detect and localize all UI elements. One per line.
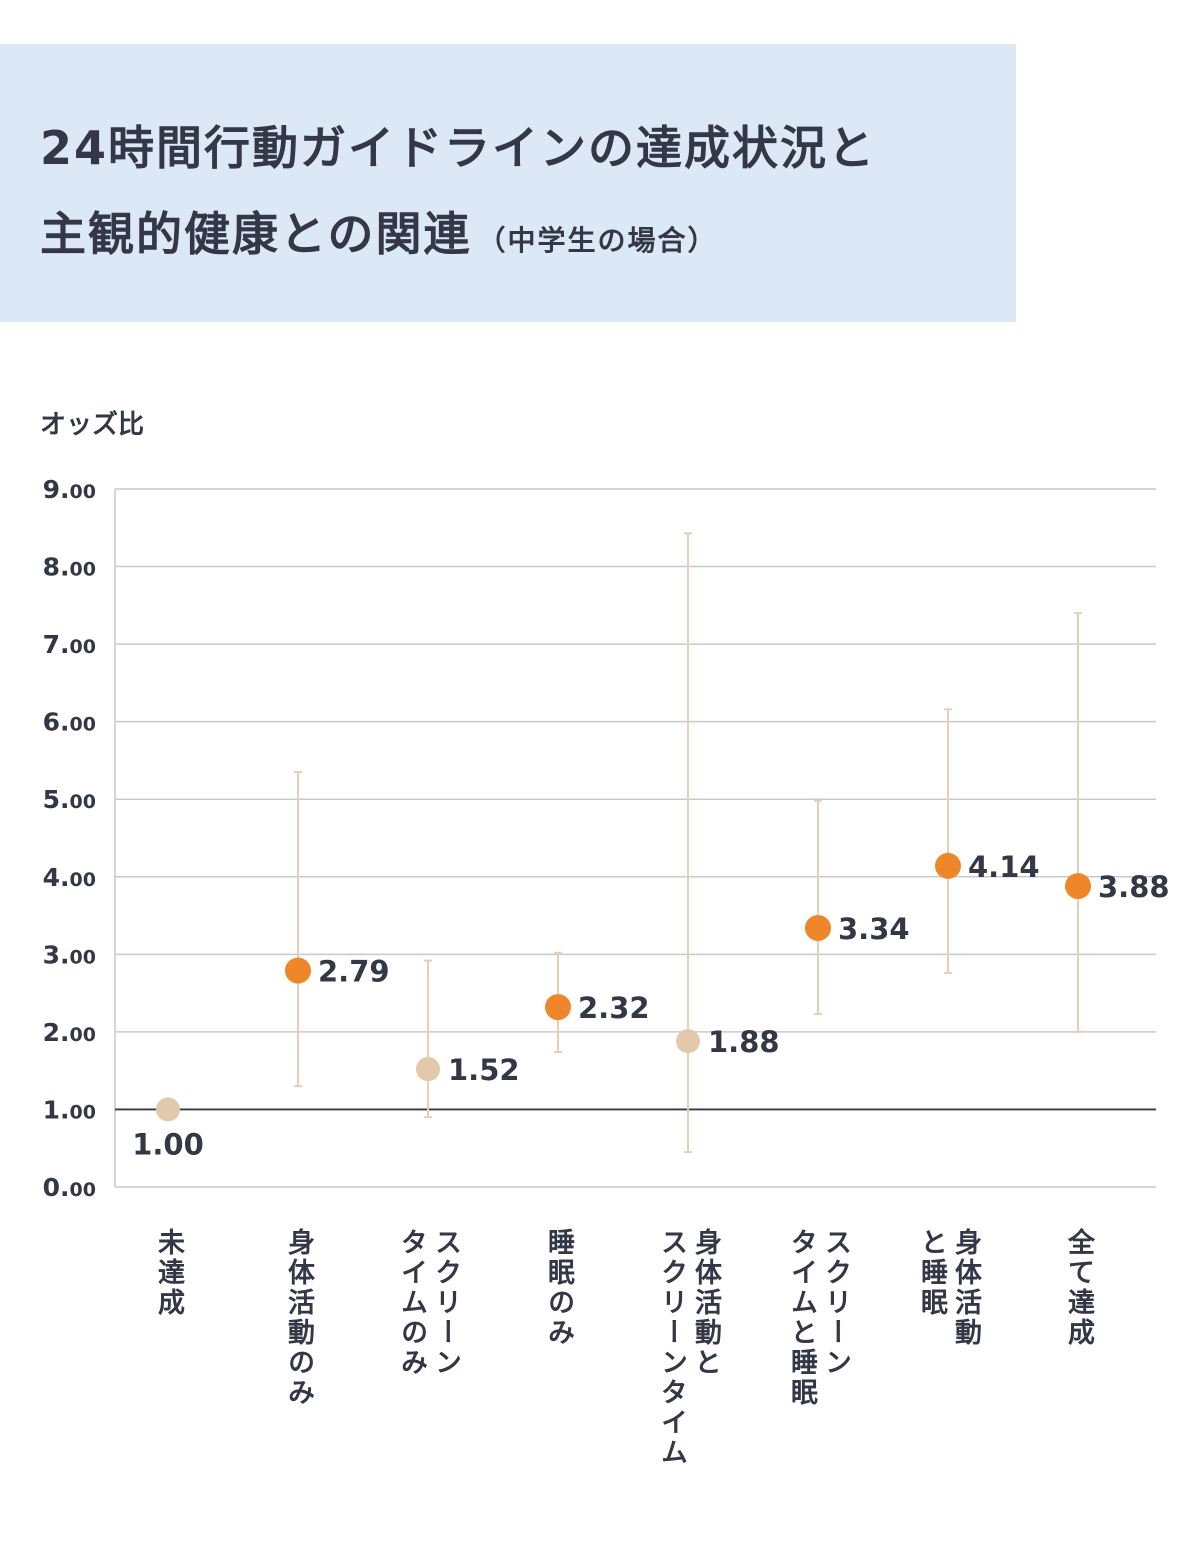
data-points bbox=[156, 852, 1091, 1122]
data-point bbox=[545, 994, 571, 1021]
y-tick-label: 4.00 bbox=[43, 863, 96, 892]
data-point bbox=[935, 852, 961, 879]
data-label: 1.52 bbox=[448, 1053, 520, 1087]
y-tick-label: 6.00 bbox=[43, 708, 96, 737]
data-label: 2.79 bbox=[318, 955, 390, 989]
grid-lines bbox=[114, 488, 1156, 1188]
data-point bbox=[1065, 873, 1091, 900]
x-category-label: 睡眠のみ bbox=[543, 1228, 574, 1348]
data-label: 3.88 bbox=[1098, 870, 1170, 904]
y-tick-label: 5.00 bbox=[43, 785, 96, 814]
data-point bbox=[285, 957, 311, 984]
data-point bbox=[676, 1029, 700, 1054]
page-title-line-2: 主観的健康との関連 （中学生の場合） bbox=[40, 198, 718, 264]
data-labels: 1.00 2.79 1.52 2.32 1.88 3.34 4.14 3.88 bbox=[132, 850, 1169, 1162]
x-category-label: 身体活動と スクリーンタイム bbox=[656, 1228, 721, 1468]
x-category-label: スクリーン タイムと睡眠 bbox=[786, 1228, 851, 1408]
y-axis-label: オッズ比 bbox=[40, 410, 145, 440]
y-tick-labels: 0.00 1.00 2.00 3.00 4.00 5.00 6.00 7.00 8.00 9.00 bbox=[43, 475, 96, 1202]
data-label: 3.34 bbox=[838, 912, 910, 946]
data-label: 2.32 bbox=[578, 991, 650, 1025]
y-tick-label: 9.00 bbox=[43, 475, 96, 504]
data-point bbox=[156, 1097, 180, 1122]
x-category-label: スクリーン タイムのみ bbox=[396, 1228, 461, 1378]
x-category-label: 全て達成 bbox=[1063, 1228, 1094, 1348]
data-label: 1.00 bbox=[132, 1127, 204, 1161]
y-tick-label: 8.00 bbox=[43, 553, 96, 582]
data-label: 1.88 bbox=[708, 1025, 780, 1059]
data-label: 4.14 bbox=[968, 850, 1040, 884]
x-category-label: 未達成 bbox=[153, 1228, 184, 1318]
data-point bbox=[805, 914, 831, 941]
title-line-2: 主観的健康との関連 bbox=[40, 207, 472, 261]
y-tick-label: 7.00 bbox=[43, 630, 96, 659]
x-category-label: 身体活動 と睡眠 bbox=[916, 1228, 981, 1348]
error-bars bbox=[294, 532, 1082, 1154]
data-point bbox=[416, 1057, 440, 1082]
x-category-label: 身体活動のみ bbox=[283, 1228, 314, 1408]
y-tick-label: 3.00 bbox=[43, 940, 96, 969]
page-title: 24時間行動ガイドラインの達成状況と bbox=[40, 112, 876, 178]
y-tick-label: 1.00 bbox=[43, 1095, 96, 1124]
header-banner bbox=[0, 44, 1016, 322]
y-tick-label: 0.00 bbox=[43, 1173, 96, 1202]
page-subtitle: （中学生の場合） bbox=[477, 224, 718, 257]
title-line-1: 24時間行動ガイドラインの達成状況と bbox=[40, 121, 877, 175]
y-tick-label: 2.00 bbox=[43, 1018, 96, 1047]
